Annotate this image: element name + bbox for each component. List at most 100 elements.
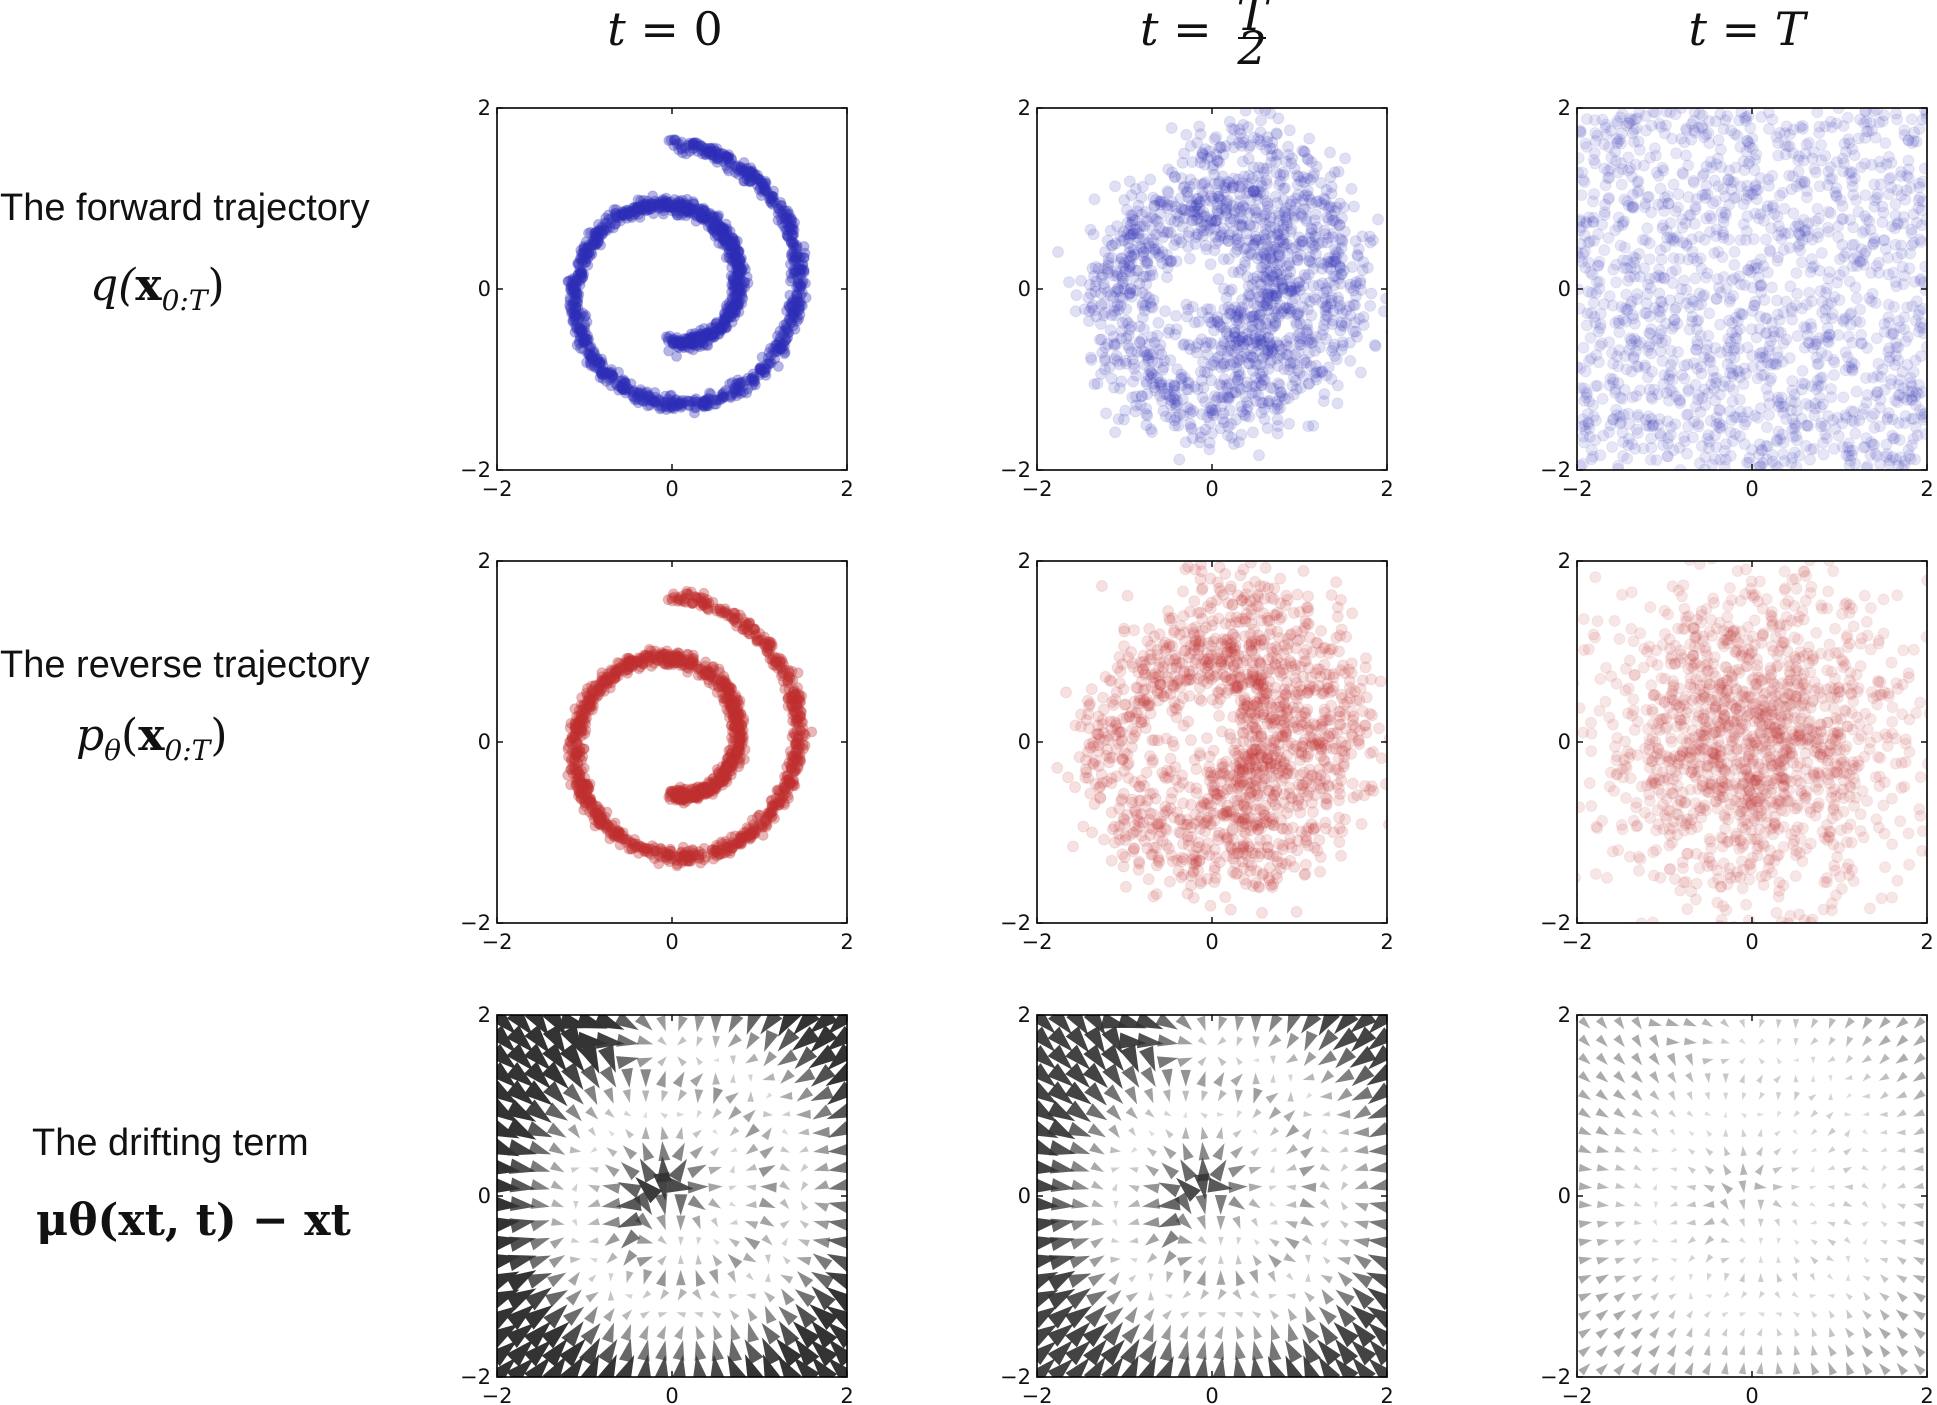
scatter-point (609, 218, 621, 230)
scatter-point (700, 395, 712, 407)
scatter-point (1869, 296, 1882, 309)
scatter-point (766, 190, 778, 202)
scatter-point (1791, 330, 1804, 343)
scatter-point (677, 340, 689, 352)
scatter-point (1309, 208, 1322, 221)
scatter-point (588, 238, 600, 250)
scatter-point (1837, 391, 1850, 404)
scatter-point (578, 254, 590, 266)
scatter-point (1585, 307, 1598, 320)
scatter-point (732, 374, 744, 386)
scatter-point (1850, 292, 1863, 305)
scatter-point (1246, 426, 1259, 439)
scatter-point (1151, 329, 1164, 342)
scatter-point (799, 277, 811, 289)
scatter-point (708, 150, 720, 162)
scatter-point (571, 294, 583, 306)
scatter-point (597, 360, 609, 372)
scatter-point (1769, 459, 1782, 470)
scatter-point (734, 257, 746, 269)
scatter-point (687, 205, 699, 217)
scatter-point (662, 332, 674, 344)
scatter-point (1911, 429, 1924, 442)
scatter-point (1643, 272, 1656, 285)
scatter-point (1843, 137, 1856, 150)
scatter-point (716, 393, 728, 405)
scatter-point (1344, 336, 1357, 349)
scatter-point (641, 393, 653, 405)
scatter-point (585, 350, 597, 362)
scatter-point (713, 224, 725, 236)
scatter-point (674, 397, 686, 409)
scatter-point (575, 244, 587, 256)
scatter-point (576, 268, 588, 280)
scatter-point (1846, 449, 1859, 462)
scatter-point (788, 229, 800, 241)
scatter-point (733, 286, 745, 298)
scatter-point (783, 221, 795, 233)
scatter-point (648, 395, 660, 407)
x-tick-label: 0 (1205, 477, 1218, 501)
scatter-point (567, 316, 579, 328)
scatter-point (1227, 345, 1240, 358)
scatter-point (680, 204, 692, 216)
scatter-point (732, 160, 744, 172)
scatter-point (695, 336, 707, 348)
scatter-point (1693, 230, 1706, 243)
scatter-point (588, 345, 600, 357)
scatter-point (650, 199, 662, 211)
scatter-point (715, 147, 727, 159)
scatter-point (578, 247, 590, 259)
scatter-point (723, 243, 735, 255)
scatter-point (682, 205, 694, 217)
scatter-point (570, 319, 582, 331)
scatter-point (764, 355, 776, 367)
scatter-point (1800, 138, 1813, 151)
scatter-point (582, 330, 594, 342)
scatter-point (695, 336, 707, 348)
scatter-point (700, 330, 712, 342)
scatter-point (1317, 323, 1330, 336)
scatter-point (1109, 426, 1122, 439)
scatter-point (701, 400, 713, 412)
scatter-point (573, 275, 585, 287)
scatter-point (717, 390, 729, 402)
scatter-point (674, 202, 686, 214)
scatter-point (1304, 360, 1317, 373)
scatter-point (1891, 396, 1904, 409)
scatter-point (696, 332, 708, 344)
scatter-point (1760, 439, 1773, 452)
scatter-point (665, 201, 677, 213)
scatter-point (702, 147, 714, 159)
scatter-point (676, 136, 688, 148)
scatter-point (662, 196, 674, 208)
scatter-point (763, 346, 775, 358)
scatter-point (739, 163, 751, 175)
scatter-point (788, 239, 800, 251)
scatter-point (1239, 409, 1252, 422)
scatter-point (781, 230, 793, 242)
scatter-point (592, 232, 604, 244)
scatter-point (671, 332, 683, 344)
scatter-point (1628, 317, 1641, 330)
scatter-point (728, 250, 740, 262)
scatter-point (611, 380, 623, 392)
scatter-point (1906, 137, 1919, 150)
scatter-point (726, 238, 738, 250)
scatter-point (695, 331, 707, 343)
scatter-point (1914, 274, 1927, 287)
scatter-point (1686, 431, 1699, 444)
scatter-point (706, 217, 718, 229)
scatter-point (1620, 363, 1633, 376)
scatter-point (759, 178, 771, 190)
scatter-point (779, 213, 791, 225)
scatter-point (679, 336, 691, 348)
scatter-point (780, 211, 792, 223)
scatter-point (763, 193, 775, 205)
scatter-point (710, 146, 722, 158)
scatter-point (592, 226, 604, 238)
scatter-point (718, 307, 730, 319)
scatter-point (691, 340, 703, 352)
scatter-point (594, 357, 606, 369)
scatter-point (1686, 310, 1699, 323)
